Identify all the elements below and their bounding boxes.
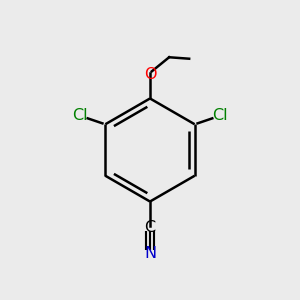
Text: O: O [144, 67, 156, 82]
Text: N: N [144, 246, 156, 261]
Text: Cl: Cl [73, 109, 88, 124]
Text: C: C [144, 220, 156, 235]
Text: Cl: Cl [212, 109, 227, 124]
